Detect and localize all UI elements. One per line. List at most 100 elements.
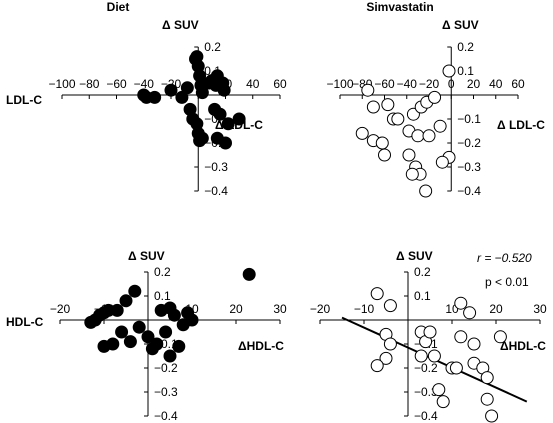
- y-tick-label: −0.4: [154, 409, 178, 423]
- y-tick-label: −0.2: [457, 136, 481, 150]
- diet-y-axis-label: Δ SUV: [162, 18, 199, 32]
- x-tick-label: 20: [489, 302, 503, 316]
- y-tick-label: −0.3: [204, 160, 228, 174]
- data-point: [454, 330, 468, 344]
- diet-hdl-x-axis-label-right: ΔHDL-C: [238, 339, 284, 353]
- data-point: [433, 119, 447, 133]
- x-tick-label: 40: [246, 77, 260, 91]
- data-point: [219, 136, 232, 150]
- x-tick-label: −10: [354, 302, 375, 316]
- data-point: [163, 349, 177, 363]
- data-point: [366, 100, 380, 114]
- data-point: [411, 129, 425, 143]
- simvastatin-hdl-y-axis-label: Δ SUV: [396, 249, 433, 263]
- y-tick-label: −0.4: [414, 409, 438, 423]
- x-tick-label: −20: [50, 302, 71, 316]
- simvastatin-hdl-x-axis-label-right: ΔHDL-C: [500, 339, 546, 353]
- data-point: [106, 337, 120, 351]
- y-tick-label: −0.3: [154, 385, 178, 399]
- simvastatin-y-axis-label: Δ SUV: [442, 18, 479, 32]
- x-tick-label: −20: [310, 302, 331, 316]
- data-point: [195, 86, 209, 100]
- data-point: [123, 335, 137, 349]
- x-tick-label: −20: [419, 77, 440, 91]
- data-point: [221, 117, 235, 131]
- data-point: [164, 83, 178, 97]
- x-tick-label: −40: [397, 77, 418, 91]
- data-point: [375, 136, 389, 150]
- data-point: [449, 361, 463, 375]
- diet-hdl-y-axis-label: Δ SUV: [128, 249, 165, 263]
- data-point: [217, 83, 231, 97]
- data-point: [242, 267, 256, 281]
- data-point: [391, 112, 405, 126]
- y-tick-label: −0.2: [414, 361, 438, 375]
- diet-x-axis-label-right: Δ LDL-C: [215, 118, 263, 132]
- simvastatin-x-axis-label-right: Δ LDL-C: [497, 118, 545, 132]
- data-point: [432, 383, 446, 397]
- y-tick-label: −0.4: [204, 184, 228, 198]
- y-tick-label: −0.3: [414, 385, 438, 399]
- data-point: [463, 306, 477, 320]
- x-tick-label: 20: [229, 302, 243, 316]
- data-point: [150, 337, 164, 351]
- data-point: [428, 90, 442, 104]
- data-point: [467, 337, 481, 351]
- data-point: [128, 284, 142, 298]
- data-point: [119, 294, 133, 308]
- correlation-annotation: r = −0.520: [477, 251, 532, 265]
- data-point: [185, 313, 199, 327]
- data-point: [195, 131, 209, 145]
- panel-title-diet: Diet: [107, 0, 130, 14]
- data-point: [159, 325, 173, 339]
- x-tick-label: −60: [374, 77, 395, 91]
- data-point: [414, 349, 428, 363]
- data-point: [485, 409, 499, 423]
- data-point: [383, 337, 397, 351]
- data-point: [361, 83, 375, 97]
- data-point: [180, 81, 194, 95]
- diet-x-axis-label-left: LDL-C: [6, 93, 42, 107]
- x-tick-label: −40: [134, 77, 155, 91]
- data-point: [370, 287, 384, 301]
- x-tick-label: 60: [511, 77, 525, 91]
- data-point: [379, 351, 393, 365]
- data-point: [175, 90, 189, 104]
- diet-ldl-scatter: −100−80−60−40−2002040600.20.1−0.1−0.2−0.…: [48, 40, 287, 198]
- x-tick-label: −100: [48, 77, 75, 91]
- y-tick-label: 0.2: [414, 265, 431, 279]
- y-tick-label: 0.2: [204, 40, 221, 54]
- data-point: [132, 320, 146, 334]
- data-point: [422, 129, 436, 143]
- x-tick-label: 40: [489, 77, 503, 91]
- data-point: [442, 64, 456, 78]
- data-point: [148, 90, 162, 104]
- data-point: [370, 359, 384, 373]
- data-point: [141, 330, 155, 344]
- data-point: [480, 392, 494, 406]
- data-point: [423, 325, 437, 339]
- x-tick-label: 30: [273, 302, 287, 316]
- data-point: [110, 303, 124, 317]
- data-point: [115, 325, 129, 339]
- y-tick-label: −0.4: [457, 184, 481, 198]
- data-point: [383, 299, 397, 313]
- x-tick-label: 30: [533, 302, 547, 316]
- data-point: [436, 395, 450, 409]
- data-point: [172, 339, 186, 353]
- data-point: [381, 98, 395, 112]
- x-tick-label: 20: [467, 77, 481, 91]
- data-point: [493, 330, 507, 344]
- data-point: [419, 184, 433, 198]
- data-point: [232, 112, 246, 126]
- data-point: [435, 155, 449, 169]
- data-point: [454, 296, 468, 310]
- y-tick-label: 0.1: [414, 289, 431, 303]
- x-tick-label: −100: [326, 77, 353, 91]
- panel-title-simvastatin: Simvastatin: [366, 0, 433, 14]
- data-point: [480, 371, 494, 385]
- y-tick-label: −0.2: [154, 361, 178, 375]
- x-tick-label: −80: [79, 77, 100, 91]
- x-tick-label: 60: [273, 77, 287, 91]
